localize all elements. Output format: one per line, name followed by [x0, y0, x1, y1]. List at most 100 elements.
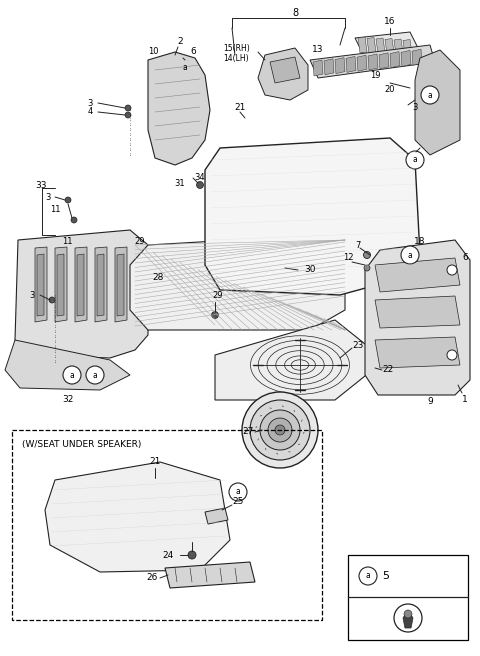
- Text: 15(RH): 15(RH): [223, 43, 250, 52]
- Circle shape: [394, 604, 422, 632]
- Text: 18: 18: [414, 237, 426, 247]
- Circle shape: [421, 86, 439, 104]
- Circle shape: [363, 251, 371, 258]
- Circle shape: [125, 112, 131, 118]
- Polygon shape: [385, 39, 394, 54]
- Polygon shape: [375, 258, 460, 292]
- Text: a: a: [413, 155, 418, 165]
- Polygon shape: [358, 37, 367, 53]
- Circle shape: [229, 483, 247, 501]
- Text: 16: 16: [384, 18, 396, 26]
- Circle shape: [49, 297, 55, 303]
- Text: 11: 11: [62, 237, 72, 247]
- Text: 24: 24: [162, 550, 174, 560]
- Text: 5: 5: [383, 571, 389, 581]
- Text: 13: 13: [312, 45, 324, 54]
- Circle shape: [278, 264, 286, 272]
- Polygon shape: [15, 230, 148, 358]
- Polygon shape: [324, 59, 334, 75]
- Polygon shape: [45, 462, 230, 572]
- Text: 6: 6: [190, 47, 196, 56]
- Circle shape: [242, 392, 318, 468]
- Text: (W/SEAT UNDER SPEAKER): (W/SEAT UNDER SPEAKER): [22, 440, 142, 449]
- Circle shape: [447, 350, 457, 360]
- Polygon shape: [97, 254, 104, 316]
- Polygon shape: [375, 296, 460, 328]
- Bar: [348, 555, 468, 640]
- Circle shape: [86, 366, 104, 384]
- Polygon shape: [165, 562, 255, 588]
- Polygon shape: [415, 50, 460, 155]
- Text: 12: 12: [343, 253, 353, 262]
- Text: a: a: [408, 251, 412, 260]
- Circle shape: [268, 418, 292, 442]
- Circle shape: [404, 610, 412, 618]
- Text: 6: 6: [462, 253, 468, 262]
- Polygon shape: [205, 138, 420, 295]
- Text: 27: 27: [242, 428, 254, 436]
- Text: 25: 25: [232, 497, 244, 506]
- Text: 30: 30: [304, 266, 316, 274]
- Polygon shape: [258, 48, 308, 100]
- Text: 10: 10: [148, 47, 158, 56]
- Polygon shape: [117, 254, 124, 316]
- Polygon shape: [367, 37, 376, 53]
- Text: 3: 3: [412, 104, 418, 112]
- Circle shape: [401, 246, 419, 264]
- Circle shape: [71, 217, 77, 223]
- Polygon shape: [215, 320, 385, 400]
- Text: 32: 32: [62, 396, 74, 405]
- Polygon shape: [205, 508, 228, 524]
- Polygon shape: [313, 60, 323, 76]
- Polygon shape: [5, 340, 130, 390]
- Circle shape: [275, 425, 285, 435]
- Circle shape: [188, 551, 196, 559]
- Polygon shape: [357, 55, 367, 72]
- Text: a: a: [182, 64, 187, 73]
- Circle shape: [260, 410, 300, 450]
- Text: 34: 34: [195, 173, 205, 182]
- Polygon shape: [379, 52, 389, 69]
- Text: 3: 3: [45, 192, 51, 201]
- Text: a: a: [70, 371, 74, 380]
- Polygon shape: [37, 254, 44, 316]
- Polygon shape: [270, 57, 300, 83]
- Circle shape: [196, 182, 204, 188]
- Text: 4: 4: [87, 108, 93, 117]
- Circle shape: [364, 265, 370, 271]
- Circle shape: [125, 105, 131, 111]
- Polygon shape: [115, 247, 127, 322]
- Text: 33: 33: [35, 180, 47, 190]
- Text: 29: 29: [213, 291, 223, 300]
- Text: 3: 3: [29, 291, 35, 300]
- Text: 28: 28: [152, 274, 164, 283]
- Text: 8: 8: [292, 8, 298, 18]
- Text: 1: 1: [462, 396, 468, 405]
- Text: a: a: [236, 487, 240, 497]
- Polygon shape: [130, 235, 345, 330]
- Polygon shape: [403, 39, 412, 54]
- Polygon shape: [57, 254, 64, 316]
- Polygon shape: [365, 240, 470, 395]
- Text: 3: 3: [87, 98, 93, 108]
- Polygon shape: [95, 247, 107, 322]
- Polygon shape: [376, 38, 385, 54]
- Text: a: a: [428, 91, 432, 100]
- Polygon shape: [55, 247, 67, 322]
- Polygon shape: [403, 610, 413, 628]
- Circle shape: [65, 197, 71, 203]
- Circle shape: [250, 400, 310, 460]
- Text: 26: 26: [146, 573, 158, 583]
- Circle shape: [447, 265, 457, 275]
- Circle shape: [176, 59, 194, 77]
- Polygon shape: [355, 32, 420, 58]
- Circle shape: [63, 366, 81, 384]
- Text: 11: 11: [50, 205, 60, 215]
- Polygon shape: [390, 52, 400, 68]
- Text: a: a: [366, 571, 371, 581]
- Polygon shape: [394, 39, 403, 54]
- Text: 21: 21: [234, 104, 246, 112]
- Polygon shape: [412, 49, 422, 65]
- Polygon shape: [368, 54, 378, 70]
- Polygon shape: [375, 337, 460, 368]
